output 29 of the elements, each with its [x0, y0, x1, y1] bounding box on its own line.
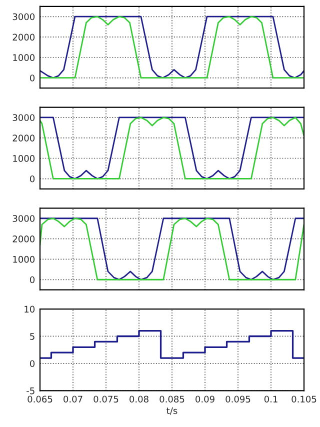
y-tick-label: 0 — [30, 175, 35, 182]
y-tick-label: 2000 — [12, 236, 35, 242]
y-tick-label: -5 — [26, 388, 34, 394]
x-tick-label: 0.07 — [64, 396, 82, 403]
x-tick-label: 0.08 — [130, 396, 148, 403]
x-axis-title: t/s — [166, 407, 178, 415]
x-tick-label: 0.1 — [264, 396, 278, 403]
y-tick-label: 0 — [30, 276, 35, 284]
x-tick-label: 0.075 — [94, 396, 118, 403]
y-tick-label: 1000 — [13, 256, 35, 263]
y-tick-label: 1000 — [13, 155, 35, 162]
x-tick-label: 0.095 — [226, 396, 250, 403]
y-tick-label: 0 — [30, 74, 35, 82]
y-tick-label: 1000 — [13, 54, 35, 62]
x-tick-label: 0.085 — [160, 396, 184, 403]
y-tick-label: 3000 — [12, 215, 35, 222]
y-tick-label: 3000 — [12, 13, 35, 20]
y-tick-label: 2000 — [12, 34, 35, 41]
y-tick-label: 0 — [30, 360, 35, 368]
line-series — [40, 116, 304, 180]
x-tick-label: 0.09 — [196, 396, 214, 403]
x-tick-label: 0.105 — [292, 396, 316, 403]
y-tick-label: 10 — [24, 306, 35, 313]
y-tick-label: 2000 — [12, 134, 35, 142]
line-series — [40, 218, 304, 280]
y-tick-label: 5 — [30, 333, 34, 340]
x-tick-label: 0.065 — [28, 396, 52, 403]
line-series — [40, 16, 304, 79]
y-tick-label: 3000 — [12, 114, 35, 122]
